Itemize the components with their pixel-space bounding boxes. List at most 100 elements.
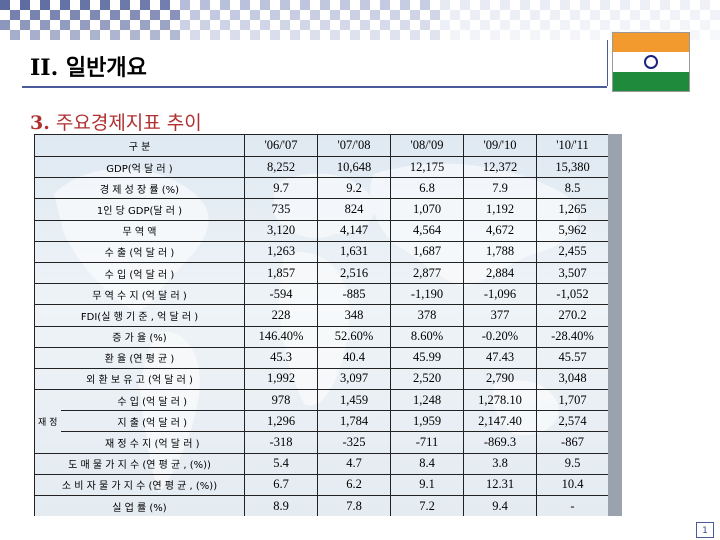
ashoka-chakra-icon bbox=[644, 55, 658, 69]
table-cell: -1,096 bbox=[463, 283, 537, 306]
table-cell: 1,631 bbox=[317, 240, 391, 263]
table-cell: 2,516 bbox=[317, 261, 391, 285]
table-cell: 3,048 bbox=[536, 367, 608, 391]
table-cell: 8.9 bbox=[244, 494, 318, 516]
table-cell: 7.9 bbox=[463, 177, 537, 200]
table-row: FDI(실 행 기 준 , 억 달 러 ) 228 348 378 377 270.2 bbox=[34, 304, 608, 327]
row-label: 재 정 수 지 (억 달 러 ) bbox=[60, 431, 245, 454]
table-cell: 1,959 bbox=[390, 410, 464, 433]
header-year: '07/'08 bbox=[317, 134, 391, 157]
table-cell: 7.8 bbox=[317, 494, 391, 516]
table-cell: 8,252 bbox=[244, 155, 318, 179]
row-label: 환 율 (연 평 균 ) bbox=[34, 346, 245, 369]
table-cell: -325 bbox=[317, 431, 391, 454]
table-cell: 8.60% bbox=[390, 325, 464, 348]
table-row: 수 입 (억 달 러 ) 1,857 2,516 2,877 2,884 3,507 bbox=[34, 261, 608, 285]
economic-indicators-table-area: 구 분 '06/'07 '07/'08 '08/'09 '09/'10 '10/… bbox=[34, 134, 608, 516]
row-label: 수 입 (억 달 러 ) bbox=[60, 389, 245, 412]
table-cell: 3,507 bbox=[536, 261, 608, 285]
table-cell: 5.4 bbox=[244, 452, 318, 475]
table-cell: 10,648 bbox=[317, 155, 391, 179]
table-cell: 4,147 bbox=[317, 219, 391, 242]
table-cell: 8.4 bbox=[390, 452, 464, 475]
economic-indicators-table: 구 분 '06/'07 '07/'08 '08/'09 '09/'10 '10/… bbox=[34, 134, 608, 516]
table-cell: 348 bbox=[317, 304, 391, 327]
table-cell: 377 bbox=[463, 304, 537, 327]
table-cell: -1,052 bbox=[536, 283, 608, 306]
table-cell: 4,672 bbox=[463, 219, 537, 242]
table-cell: 45.3 bbox=[244, 346, 318, 369]
table-cell: 1,248 bbox=[390, 389, 464, 412]
table-cell: 6.8 bbox=[390, 177, 464, 200]
table-cell: 1,070 bbox=[390, 198, 464, 221]
header-year: '08/'09 bbox=[390, 134, 464, 157]
table-row: GDP(억 달 러 ) 8,252 10,648 12,175 12,372 15,380 bbox=[34, 155, 608, 179]
row-label: 경 제 성 장 률 (%) bbox=[34, 177, 245, 200]
table-row: 실 업 률 (%) 8.9 7.8 7.2 9.4- bbox=[34, 494, 608, 516]
table-cell: 735 bbox=[244, 198, 318, 221]
row-label: 지 출 (억 달 러 ) bbox=[60, 410, 245, 433]
table-header-row: 구 분 '06/'07 '07/'08 '08/'09 '09/'10 '10/… bbox=[34, 134, 608, 157]
table-cell: 6.7 bbox=[244, 473, 318, 497]
row-label: 도 매 물 가 지 수 (연 평 균 , (%)) bbox=[34, 452, 245, 475]
table-cell: 9.4 bbox=[463, 494, 537, 516]
row-label: 수 입 (억 달 러 ) bbox=[34, 261, 245, 285]
table-cell: 45.57 bbox=[536, 346, 608, 369]
table-row: 경 제 성 장 률 (%) 9.7 9.2 6.8 7.9 8.5 bbox=[34, 177, 608, 200]
table-cell: - bbox=[536, 494, 608, 516]
table-cell: 1,265 bbox=[536, 198, 608, 221]
row-label: FDI(실 행 기 준 , 억 달 러 ) bbox=[34, 304, 245, 327]
table-cell: 9.5 bbox=[536, 452, 608, 475]
table-cell: 1,992 bbox=[244, 367, 318, 391]
subtitle-text: 주요경제지표 추이 bbox=[55, 112, 202, 134]
table-cell: -885 bbox=[317, 283, 391, 306]
table-cell: -711 bbox=[390, 431, 464, 454]
table-cell: 45.99 bbox=[390, 346, 464, 369]
table-cell: 1,192 bbox=[463, 198, 537, 221]
table-cell: -869.3 bbox=[463, 431, 537, 454]
table-cell: 5,962 bbox=[536, 219, 608, 242]
table-cell: 1,459 bbox=[317, 389, 391, 412]
table-cell: 12.31 bbox=[463, 473, 537, 497]
page-title: II. 일반개요 bbox=[30, 50, 147, 82]
table-cell: 2,147.40 bbox=[463, 410, 537, 433]
table-cell: 824 bbox=[317, 198, 391, 221]
header-year: '09/'10 bbox=[463, 134, 537, 157]
row-label: 소 비 자 물 가 지 수 (연 평 균 , (%)) bbox=[34, 473, 245, 497]
table-cell: 1,687 bbox=[390, 240, 464, 263]
table-cell: 3,097 bbox=[317, 367, 391, 391]
header-category: 구 분 bbox=[34, 134, 245, 157]
table-cell: 9.2 bbox=[317, 177, 391, 200]
table-row: 1인 당 GDP(달 러 ) 735 824 1,070 1,192 1,265 bbox=[34, 198, 608, 221]
slide-subtitle: 3. 주요경제지표 추이 bbox=[30, 108, 202, 135]
table-cell: 9.7 bbox=[244, 177, 318, 200]
table-cell: 146.40% bbox=[244, 325, 318, 348]
table-row: 무 역 액 3,120 4,147 4,564 4,672 5,962 bbox=[34, 219, 608, 242]
table-row: 환 율 (연 평 균 ) 45.3 40.4 45.99 47.43 45.57 bbox=[34, 346, 608, 369]
section-number: II. bbox=[30, 55, 59, 81]
table-cell: 7.2 bbox=[390, 494, 464, 516]
table-cell: 2,884 bbox=[463, 261, 537, 285]
table-cell: 2,520 bbox=[390, 367, 464, 391]
table-cell: 2,574 bbox=[536, 410, 608, 433]
table-row: 외 환 보 유 고 (억 달 러 ) 1,992 3,097 2,520 2,790 3,… bbox=[34, 367, 608, 391]
table-cell: 47.43 bbox=[463, 346, 537, 369]
table-cell: -28.40% bbox=[536, 325, 608, 348]
row-label: 무 역 수 지 (억 달 러 ) bbox=[34, 283, 245, 306]
table-row: 무 역 수 지 (억 달 러 ) -594 -885 -1,190 -1,096 -1,0… bbox=[34, 283, 608, 306]
table-cell: 15,380 bbox=[536, 155, 608, 179]
row-label: 외 환 보 유 고 (억 달 러 ) bbox=[34, 367, 245, 391]
table-row: 소 비 자 물 가 지 수 (연 평 균 , (%)) 6.7 6.2 9.1 12.3… bbox=[34, 473, 608, 497]
header-year: '10/'11 bbox=[536, 134, 608, 157]
title-underline bbox=[22, 86, 607, 88]
table-cell: 9.1 bbox=[390, 473, 464, 497]
row-label: 1인 당 GDP(달 러 ) bbox=[34, 198, 245, 221]
table-cell: 52.60% bbox=[317, 325, 391, 348]
table-cell: 1,278.10 bbox=[463, 389, 537, 412]
table-cell: -1,190 bbox=[390, 283, 464, 306]
table-cell: 1,707 bbox=[536, 389, 608, 412]
row-label: 실 업 률 (%) bbox=[34, 494, 245, 516]
table-right-edge bbox=[608, 134, 622, 516]
row-label: GDP(억 달 러 ) bbox=[34, 155, 245, 179]
table-cell: 10.4 bbox=[536, 473, 608, 497]
